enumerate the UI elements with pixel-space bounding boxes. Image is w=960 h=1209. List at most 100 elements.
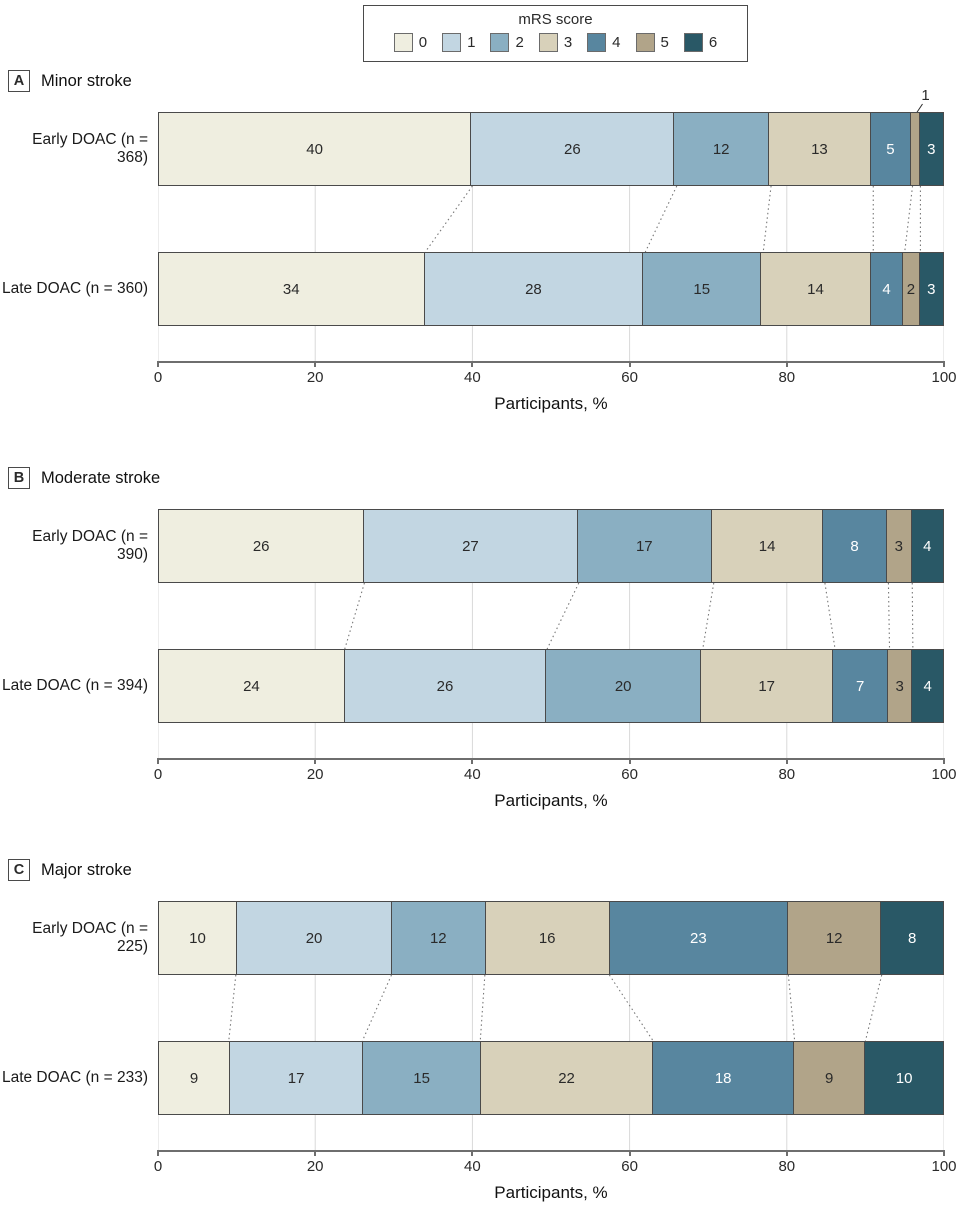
legend-item-mrs-1: 1	[442, 33, 475, 52]
row-label: Early DOAC (n = 390)	[32, 528, 148, 563]
x-axis-line	[157, 361, 945, 363]
stacked-bar: 40 26 12 13 5 3	[158, 112, 944, 186]
x-axis-tick-label: 0	[153, 369, 163, 386]
panel-header: B Moderate stroke	[8, 467, 160, 489]
legend-swatch-icon	[490, 33, 510, 52]
x-axis-tick-label: 40	[464, 766, 481, 783]
bar-segment-mrs-2: 20	[545, 650, 701, 722]
x-axis-tick	[628, 758, 631, 764]
x-axis-tick	[785, 758, 788, 764]
bar-segment-mrs-6: 4	[911, 650, 944, 722]
segment-callout-label: 1	[921, 87, 929, 104]
legend-swatch-icon	[442, 33, 462, 52]
x-axis-tick	[628, 361, 631, 367]
bar-segment-mrs-6: 3	[918, 113, 944, 185]
row-label: Late DOAC (n = 233)	[1, 1069, 148, 1086]
x-axis-tick-label: 100	[931, 1158, 957, 1175]
bar-segment-mrs-6: 10	[864, 1042, 943, 1114]
x-axis-tick	[157, 758, 159, 764]
bar-segment-mrs-0: 24	[159, 650, 344, 722]
legend-label: 2	[515, 34, 524, 51]
legend-label: 0	[418, 34, 428, 51]
bar-segment-mrs-4: 4	[869, 253, 903, 325]
panel-letter-badge: B	[8, 467, 30, 489]
x-axis-tick-label: 100	[931, 766, 957, 783]
legend-label: 6	[708, 34, 718, 51]
bar-segment-mrs-3: 14	[760, 253, 870, 325]
legend-swatch-icon	[538, 33, 558, 52]
row-label: Early DOAC (n = 225)	[32, 920, 148, 955]
x-axis-tick	[785, 1150, 788, 1156]
x-axis-line	[157, 758, 945, 760]
legend-swatch-icon	[635, 33, 655, 52]
legend-swatch-icon	[683, 33, 703, 52]
x-axis-tick-label: 20	[306, 369, 324, 386]
legend-item-mrs-2: 2	[490, 33, 524, 52]
stacked-bar: 26 27 17 14 8 3 4	[158, 509, 944, 583]
x-axis-tick-label: 0	[153, 1158, 163, 1175]
x-axis-tick-label: 80	[778, 766, 796, 783]
panel-letter-badge: A	[8, 70, 30, 92]
x-axis-tick-label: 40	[464, 369, 481, 386]
stacked-bar: 34 28 15 14 4 2 3	[158, 252, 944, 326]
bar-segment-mrs-0: 9	[159, 1042, 230, 1114]
bar-segment-mrs-2: 15	[362, 1042, 480, 1114]
x-axis-tick	[471, 361, 474, 367]
x-axis-tick	[471, 758, 474, 764]
bar-segment-mrs-0: 26	[159, 510, 364, 582]
x-axis-tick-label: 20	[306, 1158, 324, 1175]
bar-segment-mrs-2: 15	[642, 253, 761, 325]
legend-item-mrs-5: 5	[635, 33, 669, 52]
bar-segment-mrs-5: 2	[902, 253, 919, 325]
x-axis-tick	[785, 361, 788, 367]
legend: mRS score 0 1 2 3 4 5 6	[363, 5, 748, 62]
panel-b: B Moderate stroke Early DOAC (n = 390) 26 27…	[0, 467, 960, 817]
bar-segment-mrs-5: 9	[793, 1042, 865, 1114]
row-label: Late DOAC (n = 360)	[1, 280, 148, 297]
bar-segment-mrs-1: 20	[236, 902, 392, 974]
x-axis-tick	[314, 1150, 317, 1156]
bar-segment-mrs-6: 4	[910, 510, 944, 582]
stacked-bar: 10 20 12 16 23 12 8	[158, 901, 944, 975]
panel-title: Moderate stroke	[41, 468, 161, 487]
x-axis-tick	[943, 361, 945, 367]
bar-segment-mrs-3: 13	[767, 113, 870, 185]
panel-header: C Major stroke	[8, 859, 132, 881]
grid-and-connectors	[158, 974, 944, 1150]
legend-item-mrs-4: 4	[587, 33, 621, 52]
bar-segment-mrs-4: 8	[822, 510, 886, 582]
x-axis-tick-label: 80	[778, 1158, 796, 1175]
x-axis-title: Participants, %	[494, 394, 608, 413]
bar-segment-mrs-0: 34	[159, 253, 424, 325]
x-axis-tick-label: 60	[621, 1158, 638, 1175]
x-axis-tick-label: 60	[621, 766, 638, 783]
bar-segment-mrs-3: 22	[479, 1042, 653, 1114]
panel-c: C Major stroke Early DOAC (n = 225) 10 20 12 1…	[0, 859, 960, 1209]
x-axis-title: Participants, %	[494, 791, 608, 810]
bar-segment-mrs-1: 26	[470, 113, 674, 185]
x-axis-line	[157, 1150, 945, 1152]
bar-segment-mrs-5	[909, 113, 919, 185]
x-axis-tick	[943, 1150, 945, 1156]
bar-segment-mrs-6: 8	[880, 902, 944, 974]
grid-and-connectors: 1	[158, 87, 944, 361]
bar-segment-mrs-3: 16	[484, 902, 609, 974]
panel-header: A Minor stroke	[8, 70, 132, 92]
x-axis-tick	[471, 1150, 474, 1156]
stacked-bar: 24 26 20 17 7 3 4	[158, 649, 944, 723]
row-label: Late DOAC (n = 394)	[1, 677, 148, 694]
legend-label: 4	[612, 34, 621, 51]
bar-segment-mrs-3: 14	[711, 510, 823, 582]
legend-title: mRS score	[518, 11, 593, 28]
x-axis-tick-label: 0	[153, 766, 163, 783]
x-axis-tick-label: 80	[778, 369, 796, 386]
legend-label: 5	[660, 34, 669, 51]
grid-and-connectors	[158, 582, 944, 758]
legend-label: 1	[467, 34, 476, 51]
panel-a: A Minor stroke 1 Early DOAC (n = 368) 40 26 12…	[0, 70, 960, 420]
x-axis-tick	[628, 1150, 631, 1156]
bar-segment-mrs-2: 12	[673, 113, 768, 185]
x-axis-tick	[943, 758, 945, 764]
legend-swatch-icon	[393, 33, 413, 52]
bar-segment-mrs-2: 17	[576, 510, 712, 582]
